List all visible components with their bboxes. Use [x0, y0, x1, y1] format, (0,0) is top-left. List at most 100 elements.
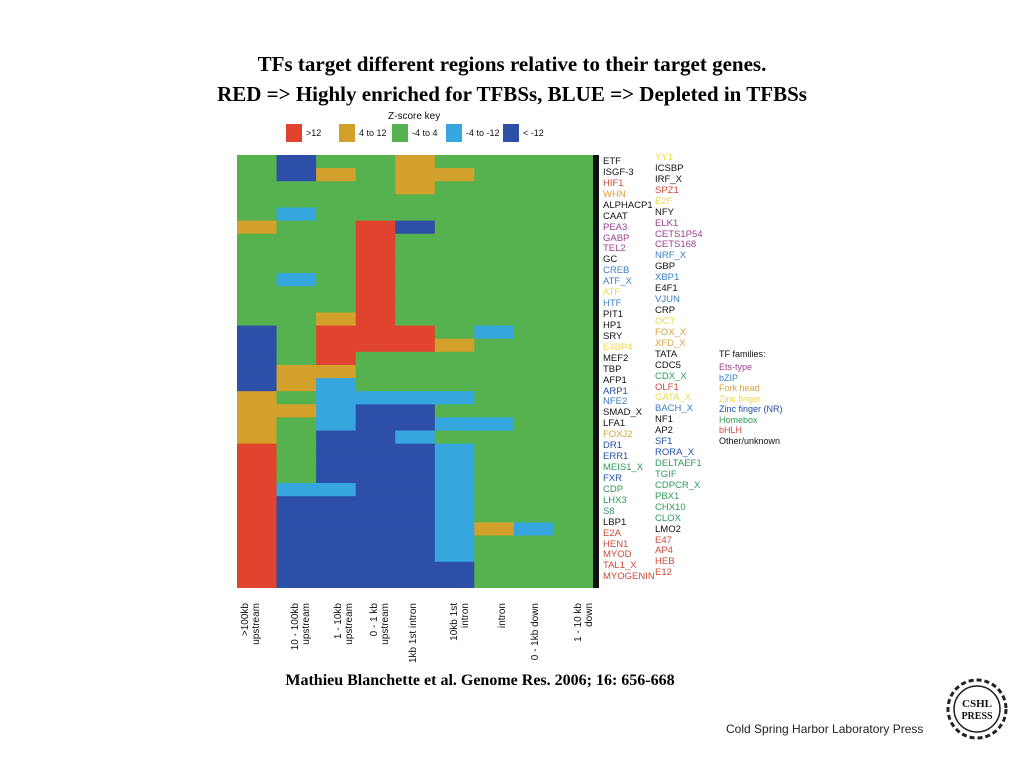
heatmap-cell: [355, 364, 396, 379]
heatmap-cell: [395, 469, 436, 484]
heatmap-cell: [355, 574, 396, 588]
heatmap-cell: [316, 535, 357, 550]
heatmap-cell: [316, 561, 357, 576]
tf-label: XBP1: [655, 272, 680, 284]
tf-family-item: Other/unknown: [719, 435, 781, 446]
heatmap-cell: [474, 155, 515, 169]
heatmap-cell: [355, 456, 396, 471]
tf-label: CETS1P54: [655, 228, 703, 240]
heatmap-cell: [513, 391, 554, 405]
heatmap-cell: [513, 246, 554, 261]
heatmap-cell: [434, 259, 475, 274]
tf-label: E12: [655, 567, 672, 579]
heatmap-cell: [474, 469, 515, 484]
heatmap: [237, 155, 593, 588]
tf-label: CHX10: [655, 501, 686, 513]
heatmap-cell: [276, 220, 317, 235]
heatmap-cell: [553, 417, 593, 432]
heatmap-cell: [434, 312, 475, 327]
tf-label: TBP: [603, 363, 622, 375]
heatmap-cell: [513, 378, 554, 392]
heatmap-cell: [237, 469, 278, 484]
tf-label: MEF2: [603, 352, 629, 364]
heatmap-cell: [513, 522, 554, 537]
heatmap-cell: [276, 351, 317, 366]
heatmap-cell: [237, 364, 278, 379]
heatmap-cell: [355, 483, 396, 497]
tf-label: LFA1: [603, 418, 626, 430]
slide-title-line2: RED => Highly enriched for TFBSs, BLUE =…: [217, 82, 807, 106]
heatmap-cell: [434, 391, 475, 405]
heatmap-cell: [474, 483, 515, 497]
heatmap-cell: [434, 522, 475, 537]
heatmap-cell: [513, 404, 554, 418]
heatmap-cell: [474, 574, 515, 588]
tf-label: ALPHACP1: [603, 199, 653, 211]
heatmap-cell: [237, 168, 278, 182]
heatmap-cell: [237, 417, 278, 432]
tf-family-item: Ets-type: [719, 362, 753, 372]
tf-label: NFY: [655, 206, 674, 218]
column-label: 1 - 10kb upstream: [333, 603, 355, 645]
column-label: >100kb upstream: [240, 603, 262, 645]
heatmap-cell: [474, 548, 515, 563]
tf-label: S8: [603, 505, 615, 517]
heatmap-cell: [474, 194, 515, 208]
heatmap-cell: [316, 273, 357, 287]
tf-label: GC: [603, 254, 618, 266]
heatmap-cell: [316, 259, 357, 274]
heatmap-cell: [513, 430, 554, 445]
tf-families-title: TF families:: [719, 349, 766, 359]
heatmap-cell: [237, 443, 278, 458]
heatmap-cell: [355, 548, 396, 563]
heatmap-cell: [237, 181, 278, 195]
heatmap-cell: [237, 391, 278, 405]
tf-label: ETF: [603, 156, 621, 167]
heatmap-cell: [474, 207, 515, 222]
heatmap-cell: [474, 312, 515, 327]
heatmap-cell: [395, 194, 436, 208]
heatmap-cell: [434, 155, 475, 169]
tf-label: ARP1: [603, 385, 628, 397]
heatmap-cell: [513, 286, 554, 300]
heatmap-cell: [316, 522, 357, 537]
heatmap-cell: [276, 312, 317, 327]
heatmap-cell: [355, 443, 396, 458]
column-label: 10 - 100kb upstream: [290, 603, 312, 651]
heatmap-cell: [316, 207, 357, 222]
tf-label: IRF_X: [655, 173, 682, 185]
heatmap-cell: [395, 535, 436, 550]
tf-label: HTF: [603, 298, 622, 310]
heatmap-cell: [513, 351, 554, 366]
tf-label: SRY: [603, 330, 623, 342]
heatmap-cell: [237, 155, 278, 169]
heatmap-cell: [474, 351, 515, 366]
heatmap-cell: [355, 273, 396, 287]
heatmap-cell: [553, 338, 593, 353]
zscore-key-title: Z-score key: [388, 111, 441, 122]
heatmap-cell: [513, 194, 554, 208]
column-label: intron: [497, 603, 508, 629]
heatmap-cell: [513, 207, 554, 222]
heatmap-cell: [237, 509, 278, 523]
heatmap-cell: [395, 259, 436, 274]
heatmap-cell: [355, 259, 396, 274]
heatmap-cell: [276, 535, 317, 550]
tf-label: CDX_X: [655, 370, 687, 382]
heatmap-cell: [276, 207, 317, 222]
heatmap-cell: [434, 456, 475, 471]
heatmap-cell: [395, 509, 436, 523]
publisher-name: Cold Spring Harbor Laboratory Press: [726, 722, 924, 736]
heatmap-cell: [434, 496, 475, 510]
heatmap-cell: [395, 273, 436, 287]
tf-label: TATA: [655, 348, 678, 360]
heatmap-cell: [355, 207, 396, 222]
heatmap-cell: [434, 364, 475, 379]
tf-label: BACH_X: [655, 403, 694, 415]
heatmap-cell: [316, 246, 357, 261]
heatmap-cell: [434, 246, 475, 261]
tf-label: AP2: [655, 425, 673, 437]
tf-label: CRP: [655, 305, 676, 317]
heatmap-cell: [355, 194, 396, 208]
heatmap-cell: [355, 325, 396, 340]
